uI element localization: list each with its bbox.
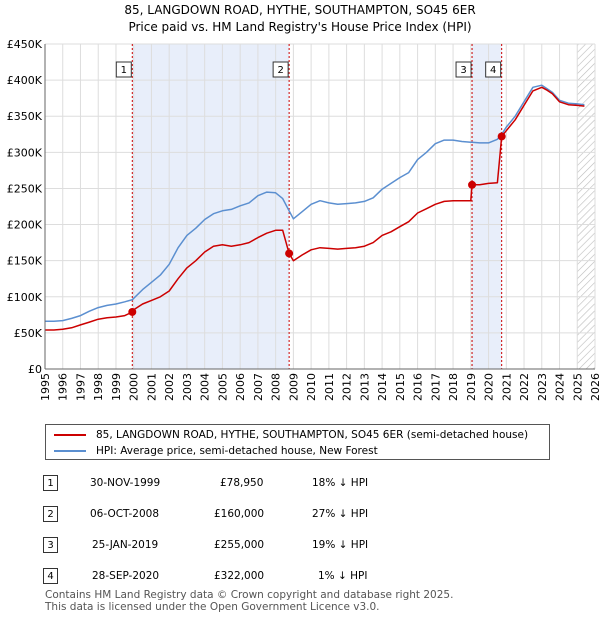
legend-item-hpi: HPI: Average price, semi-detached house,… xyxy=(54,443,378,459)
x-tick-label: 2026 xyxy=(589,373,600,401)
hpi-line xyxy=(45,84,585,323)
sale-point xyxy=(497,132,506,141)
footer-line2: This data is licensed under the Open Gov… xyxy=(45,601,380,613)
x-tick-label: 2010 xyxy=(305,373,318,401)
x-tick-label: 2016 xyxy=(412,373,425,401)
transaction-number-badge: 4 xyxy=(43,568,58,584)
footer-attribution: Contains HM Land Registry data © Crown c… xyxy=(45,589,453,613)
sale-label-text: 4 xyxy=(490,65,496,76)
x-tick-label: 2018 xyxy=(447,373,460,401)
x-tick-label: 2009 xyxy=(287,373,300,401)
price-chart: 1 2 3 4 £0 £50K £100K £150K £200K £250K £300K £350… xyxy=(7,38,600,401)
x-tick-label: 2014 xyxy=(376,373,389,401)
x-tick-label: 1997 xyxy=(74,373,87,401)
x-tick-label: 2006 xyxy=(234,373,247,401)
x-tick-label: 2013 xyxy=(358,373,371,401)
transaction-date: 28-SEP-2020 xyxy=(92,570,160,582)
x-tick-label: 2003 xyxy=(181,373,194,401)
x-tick-label: 2017 xyxy=(429,373,442,401)
x-tick-label: 2020 xyxy=(483,373,496,401)
x-tick-label: 2005 xyxy=(216,373,229,401)
x-tick-label: 2022 xyxy=(518,373,531,401)
y-tick-label: £350K xyxy=(7,110,43,123)
transaction-number-badge: 3 xyxy=(43,537,58,553)
x-tick-label: 2025 xyxy=(571,373,584,401)
x-tick-label: 2015 xyxy=(394,373,407,401)
x-tick-label: 2002 xyxy=(163,373,176,401)
forecast-hatch xyxy=(577,44,595,369)
y-tick-label: £200K xyxy=(7,219,43,232)
transaction-date: 25-JAN-2019 xyxy=(92,539,159,551)
x-tick-label: 1998 xyxy=(92,373,105,401)
transaction-price: £255,000 xyxy=(214,539,265,551)
x-tick-label: 2023 xyxy=(536,373,549,401)
x-tick-label: 2024 xyxy=(554,373,567,401)
legend-swatch-hpi xyxy=(54,450,86,452)
y-tick-label: £100K xyxy=(7,291,43,304)
x-tick-label: 2011 xyxy=(323,373,336,401)
chart-title-line1: 85, LANGDOWN ROAD, HYTHE, SOUTHAMPTON, S… xyxy=(124,3,476,17)
transaction-date: 30-NOV-1999 xyxy=(90,477,161,489)
legend-item-property: 85, LANGDOWN ROAD, HYTHE, SOUTHAMPTON, S… xyxy=(54,427,528,443)
chart-title: 85, LANGDOWN ROAD, HYTHE, SOUTHAMPTON, S… xyxy=(0,2,600,36)
legend: 85, LANGDOWN ROAD, HYTHE, SOUTHAMPTON, S… xyxy=(45,424,550,460)
chart-title-line2: Price paid vs. HM Land Registry's House … xyxy=(128,20,472,34)
property-price-line xyxy=(45,86,585,331)
transaction-hpi-diff: 18% ↓ HPI xyxy=(312,477,369,489)
y-tick-label: £0 xyxy=(28,363,42,376)
x-tick-label: 2000 xyxy=(128,373,141,401)
transaction-number-badge: 2 xyxy=(43,506,58,522)
y-tick-label: £50K xyxy=(14,327,43,340)
x-tick-label: 2008 xyxy=(270,373,283,401)
x-tick-label: 1995 xyxy=(39,373,52,401)
transaction-number-badge: 1 xyxy=(43,475,58,491)
y-tick-label: £450K xyxy=(7,38,43,51)
sale-point xyxy=(468,180,477,189)
sale-point xyxy=(285,249,294,258)
x-tick-label: 2021 xyxy=(500,373,513,401)
sale-label-text: 3 xyxy=(460,65,466,76)
x-tick-label: 2012 xyxy=(341,373,354,401)
x-tick-label: 2007 xyxy=(252,373,265,401)
y-tick-label: £400K xyxy=(7,74,43,87)
transaction-hpi-diff: 19% ↓ HPI xyxy=(312,539,369,551)
footer-line1: Contains HM Land Registry data © Crown c… xyxy=(45,589,454,601)
transaction-hpi-diff: 27% ↓ HPI xyxy=(312,508,369,520)
transaction-price: £322,000 xyxy=(214,570,265,582)
x-tick-label: 2019 xyxy=(465,373,478,401)
transaction-price: £78,950 xyxy=(220,477,264,489)
y-tick-label: £150K xyxy=(7,255,43,268)
legend-swatch-property xyxy=(54,434,86,436)
sale-point xyxy=(128,307,137,316)
transaction-price: £160,000 xyxy=(214,508,265,520)
legend-label-property: 85, LANGDOWN ROAD, HYTHE, SOUTHAMPTON, S… xyxy=(96,429,529,441)
y-tick-label: £300K xyxy=(7,146,43,159)
x-tick-label: 2004 xyxy=(199,373,212,401)
transaction-date: 06-OCT-2008 xyxy=(90,508,159,520)
shaded-period xyxy=(472,44,502,369)
sale-label-text: 2 xyxy=(277,65,283,76)
shaded-period xyxy=(132,44,290,369)
y-tick-label: £250K xyxy=(7,182,43,195)
legend-label-hpi: HPI: Average price, semi-detached house,… xyxy=(96,445,378,457)
sale-label-text: 1 xyxy=(121,65,127,76)
sale-label-box xyxy=(272,61,289,78)
x-tick-label: 1996 xyxy=(57,373,70,401)
sale-label-box xyxy=(115,61,132,78)
transaction-hpi-diff: 1% ↓ HPI xyxy=(318,570,368,582)
x-tick-label: 1999 xyxy=(110,373,123,401)
x-tick-label: 2001 xyxy=(145,373,158,401)
sale-label-box xyxy=(485,61,502,78)
sale-label-box xyxy=(455,61,472,78)
